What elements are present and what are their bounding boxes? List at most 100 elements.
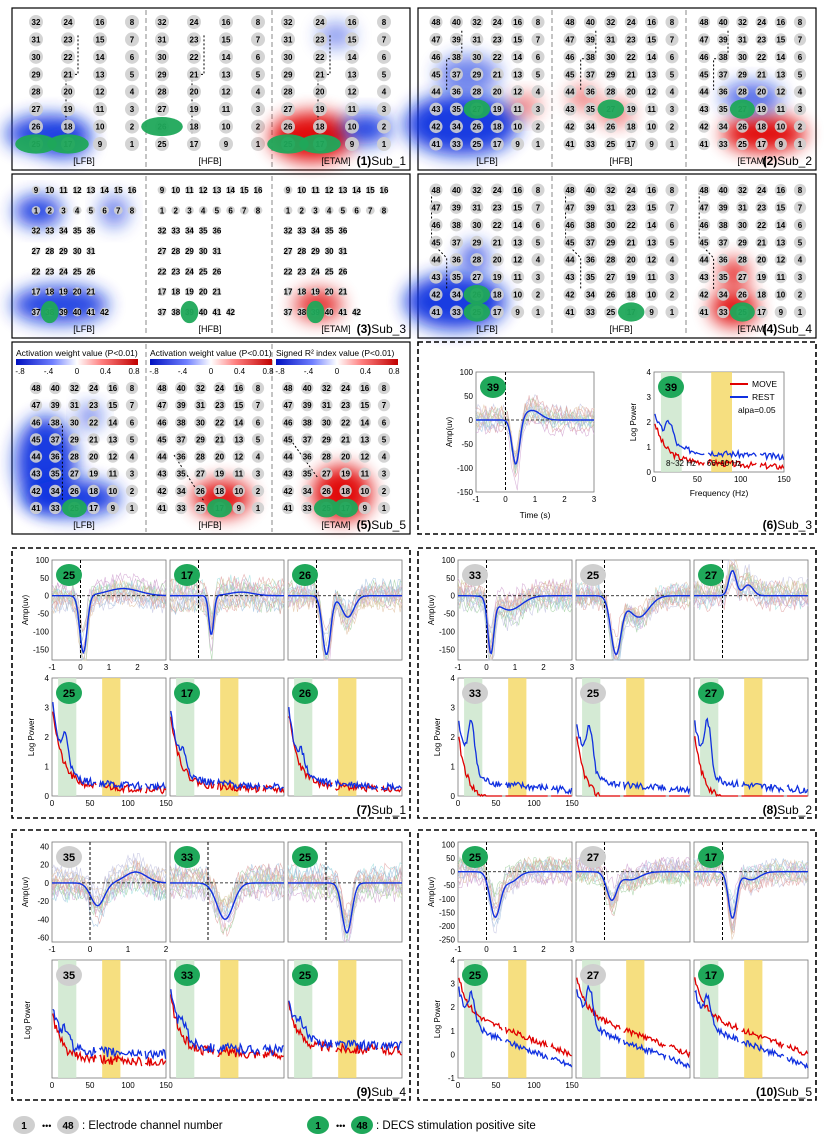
y-tick-label: -100 [439,895,456,904]
electrode-number: 45 [566,238,575,247]
electrode-dot [470,183,484,197]
electrode-number: 23 [45,267,54,276]
electrode-number: 36 [338,227,347,236]
band-label: [LFB] [476,324,498,334]
electrode-dot [774,50,787,64]
electrode-number: 23 [493,35,502,44]
electrode-dot [511,218,525,232]
electrode-dot [755,218,768,232]
electrode-number: 6 [256,53,261,62]
electrode-dot [511,253,525,267]
panel8-psd-3 [693,677,809,797]
electrode-dot [697,218,711,232]
electrode-dot [187,137,201,151]
electrode-badge [698,964,724,986]
electrode-number: 30 [158,53,167,62]
electrode-dot [125,416,139,429]
electrode-grid-p5-hfb: 48 40 32 24 16 847 39 31 23 15 746 38 30 22 14 645 37 29 2… [155,381,265,530]
electrode-badge-label: 27 [587,970,599,982]
electrode-number: 19 [64,105,73,114]
electrode-dot [774,201,787,214]
electrode-dot [29,49,43,64]
electrode-dot [583,305,597,319]
electrode-number: 16 [96,18,105,27]
electrode-dot [125,398,139,412]
electrode-badge [292,964,318,986]
mean-erp-trace [288,882,402,934]
electrode-number: 24 [311,267,320,276]
single-trial-trace [51,876,167,916]
y-tick-label: 1 [45,763,50,772]
band-range-label: 66~90 Hz [707,459,741,468]
electrode-dot [171,205,181,215]
electrode-badge-label: 26 [299,688,311,700]
electrode-dot [61,84,75,99]
electrode-number: 8 [670,18,675,27]
colorbar-tick: 0.4 [234,367,246,376]
electrode-dot [320,398,333,412]
electrode-dot [774,137,787,151]
electrode-dot [665,218,679,232]
electrode-number: 36 [586,88,595,97]
mean-erp-trace [288,595,402,655]
electrode-dot [793,201,807,214]
electrode-dot [212,226,222,236]
electrode-number: 28 [171,247,180,256]
electrode-grid-p1-hfb: 32 24 16 831 23 15 730 22 14 629 21 13 528 20 12 427 19 1… [141,15,265,166]
electrode-number: 7 [536,203,541,212]
electrode-dot [717,15,730,29]
electrode-dot [61,49,75,64]
electrode-dot [490,253,504,267]
electrode-dot [645,253,659,267]
electrode-number: 44 [158,453,167,462]
electrode-dot [583,15,597,29]
single-trial-trace [476,420,595,491]
electrode-number: 27 [284,105,293,114]
electrode-number: 46 [32,418,41,427]
electrode-number: 33 [45,227,54,236]
electrode-number: 41 [284,504,293,513]
electrode-dot [470,32,484,46]
y-tick-label: 0 [45,792,50,801]
electrode-dot [251,484,265,498]
band-hfb-shade [744,678,763,796]
electrode-dot [511,200,525,214]
single-trial-trace [287,879,403,943]
electrode-badge [292,564,318,586]
electrode-number: 20 [493,88,502,97]
electrode-dot [212,246,222,256]
electrode-dot [490,218,504,232]
x-tick-label: 50 [492,799,501,808]
electrode-dot [697,33,711,46]
electrode-number: 20 [493,256,502,265]
decs-positive-site [729,302,755,322]
electrode-number: 44 [284,453,293,462]
electrode-number: 7 [536,35,541,44]
electrode-dot [604,32,618,46]
panel-label-p4: (4)Sub_4 [763,322,813,336]
electrode-badge-label: 25 [299,970,311,982]
electrode-dot [449,120,463,134]
panel7-frame [11,547,411,819]
electrode-dot [155,49,169,64]
electrode-number: 18 [297,288,306,297]
electrode-dot [490,120,504,134]
electrode-number: 4 [201,206,206,215]
electrode-badge-label: 25 [587,688,599,700]
electrode-number: 5 [341,206,346,215]
electrode-dot [665,85,679,99]
electrode-number: 37 [32,308,41,317]
electrode-dot [59,205,68,215]
electrode-dot [755,85,768,98]
electrode-number: 34 [303,487,312,496]
electrode-dot [213,484,226,498]
electrode-dot [72,307,82,317]
band-hfb-shade [744,960,763,1078]
band-label: [LFB] [73,520,95,530]
x-tick-label: 0 [78,663,83,672]
electrode-dot [313,84,327,99]
electrode-dot [232,381,245,395]
electrode-number: 21 [316,70,325,79]
electrode-dot [774,85,787,98]
electrode-number: 20 [64,88,73,97]
